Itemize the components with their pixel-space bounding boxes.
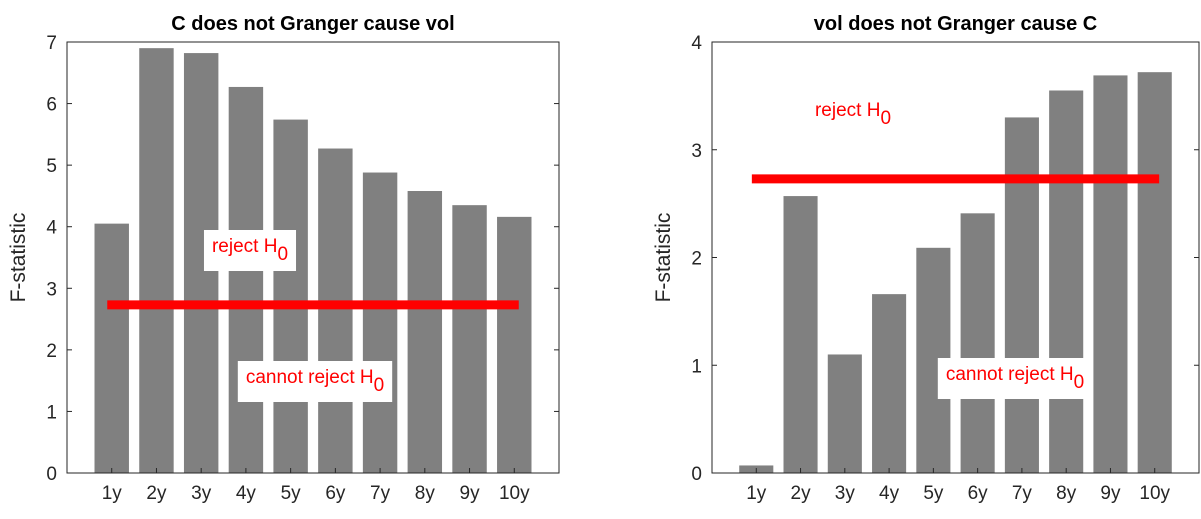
annotation-box [203,230,297,271]
x-tick-label: 6y [325,483,346,504]
x-tick-label: 7y [1012,483,1033,504]
annotation: cannot reject H0 [946,364,1084,393]
x-tick-label: 2y [791,483,812,504]
x-tick-label: 9y [1100,483,1121,504]
x-tick-label: 10y [499,483,530,504]
annotation-text: cannot reject H [946,364,1074,385]
x-tick-label: 4y [879,483,900,504]
bar [94,223,129,473]
y-axis-label: F-statistic [7,213,30,303]
annotation-subscript: 0 [1074,372,1085,393]
y-tick-label: 3 [691,141,702,162]
axes-box [66,41,560,474]
y-tick-label: 3 [46,279,57,300]
x-tick-label: 1y [102,483,123,504]
x-tick-label: 9y [460,483,481,504]
annotation: reject H0 [212,236,288,265]
annotation-text: reject H [212,236,277,257]
bar [1093,75,1128,473]
bar [273,119,308,473]
bar [452,205,487,473]
annotation: cannot reject H0 [246,367,384,396]
y-tick-label: 1 [46,402,57,423]
bar [960,213,995,473]
x-tick-label: 7y [370,483,391,504]
x-tick-label: 1y [746,483,767,504]
y-tick-label: 2 [46,341,57,362]
y-tick-label: 0 [691,464,702,485]
bar [228,86,264,473]
y-tick-label: 4 [46,218,57,239]
bar [872,294,907,473]
axes-box [711,41,1200,474]
bar [1137,72,1172,474]
y-axis-label: F-statistic [652,213,675,303]
bar [783,196,818,473]
annotation-subscript: 0 [277,244,288,265]
y-tick-label: 5 [46,156,57,177]
y-tick-label: 6 [46,95,57,116]
bar [1004,117,1039,474]
y-tick-label: 7 [46,33,57,54]
x-tick-label: 3y [191,483,212,504]
annotation-subscript: 0 [374,375,385,396]
x-tick-label: 8y [415,483,436,504]
bar [827,354,862,473]
y-tick-label: 4 [691,33,702,54]
x-tick-label: 10y [1139,483,1170,504]
bar [497,216,532,473]
annotation-text: cannot reject H [246,367,374,388]
bar [318,148,353,474]
x-tick-label: 6y [968,483,989,504]
x-tick-label: 8y [1056,483,1077,504]
annotation-text: reject H [815,100,880,121]
annotation-box [937,358,1093,399]
bar [139,48,174,474]
x-tick-label: 3y [835,483,856,504]
x-tick-label: 4y [236,483,257,504]
annotation-subscript: 0 [880,108,891,129]
x-tick-label: 2y [146,483,167,504]
x-tick-label: 5y [923,483,944,504]
bar [1049,90,1084,474]
y-tick-label: 1 [691,356,702,377]
bar [407,191,443,473]
annotation-box [237,361,393,402]
y-tick-label: 2 [691,249,702,270]
chart-title: vol does not Granger cause C [814,13,1097,35]
x-tick-label: 5y [281,483,302,504]
y-tick-label: 0 [46,464,57,485]
annotation: reject H0 [815,100,891,129]
bar [362,172,398,473]
chart-title: C does not Granger cause vol [171,13,454,35]
